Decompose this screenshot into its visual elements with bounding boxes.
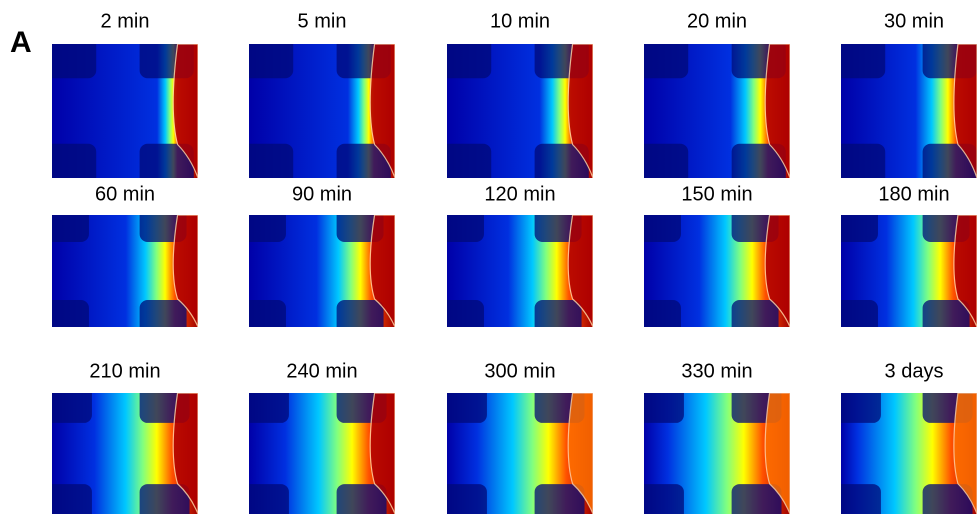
heatmap-image	[831, 34, 977, 188]
panel-title: 60 min	[95, 183, 155, 205]
panel-title: 10 min	[490, 10, 550, 32]
panel-title: 330 min	[681, 360, 752, 382]
panel-title: 180 min	[878, 183, 949, 205]
channel-block	[42, 144, 96, 188]
channel-block	[42, 205, 89, 242]
channel-block	[239, 300, 286, 337]
channel-block	[42, 300, 89, 337]
panel-title: 90 min	[292, 183, 352, 205]
panel-title: 20 min	[687, 10, 747, 32]
channel-block	[732, 300, 779, 337]
channel-block	[634, 300, 681, 337]
heatmap-image	[239, 205, 395, 337]
channel-block	[923, 300, 970, 337]
channel-block	[239, 205, 286, 242]
heatmap-image	[42, 205, 198, 337]
panel-title: 120 min	[484, 183, 555, 205]
channel-block	[634, 34, 688, 78]
channel-block	[42, 34, 96, 78]
channel-block	[239, 383, 289, 423]
heatmap-image	[634, 383, 790, 514]
channel-block	[634, 383, 684, 423]
panel-title: 150 min	[681, 183, 752, 205]
panel-title: 210 min	[89, 360, 160, 382]
heatmap-image	[239, 34, 395, 188]
channel-block	[437, 383, 487, 423]
channel-block	[337, 300, 384, 337]
channel-block	[437, 144, 491, 188]
channel-block	[831, 383, 881, 423]
figure: A 2 min 5 min 10 min 20 min 30 min 60 min 90 m…	[0, 0, 977, 514]
panel-title: 2 min	[101, 10, 150, 32]
panel-title: 240 min	[286, 360, 357, 382]
channel-block	[239, 34, 293, 78]
heatmap-image	[437, 34, 593, 188]
channel-block	[42, 484, 92, 514]
channel-block	[140, 300, 187, 337]
channel-block	[239, 484, 289, 514]
panel-title: 300 min	[484, 360, 555, 382]
heatmap-image	[42, 34, 198, 188]
channel-block	[634, 205, 681, 242]
channel-block	[239, 144, 293, 188]
heatmap-image	[634, 205, 790, 337]
heatmap-image	[831, 383, 977, 514]
heatmap-image	[437, 205, 593, 337]
panel-title: 5 min	[298, 10, 347, 32]
panel-title: 3 days	[885, 360, 944, 382]
channel-block	[831, 484, 881, 514]
channel-block	[437, 205, 484, 242]
heatmap-image	[42, 383, 198, 514]
heatmap-image	[634, 34, 790, 188]
channel-block	[634, 484, 684, 514]
channel-block	[634, 144, 688, 188]
channel-block	[437, 484, 487, 514]
heatmap-image	[239, 383, 395, 514]
panel-label: A	[10, 26, 32, 59]
channel-block	[831, 205, 878, 242]
heatmap-image	[437, 383, 593, 514]
heatmap-image	[831, 205, 977, 337]
channel-block	[831, 34, 885, 78]
channel-block	[437, 300, 484, 337]
channel-block	[535, 300, 582, 337]
channel-block	[831, 300, 878, 337]
channel-block	[42, 383, 92, 423]
channel-block	[437, 34, 491, 78]
channel-block	[831, 144, 885, 188]
panel-title: 30 min	[884, 10, 944, 32]
